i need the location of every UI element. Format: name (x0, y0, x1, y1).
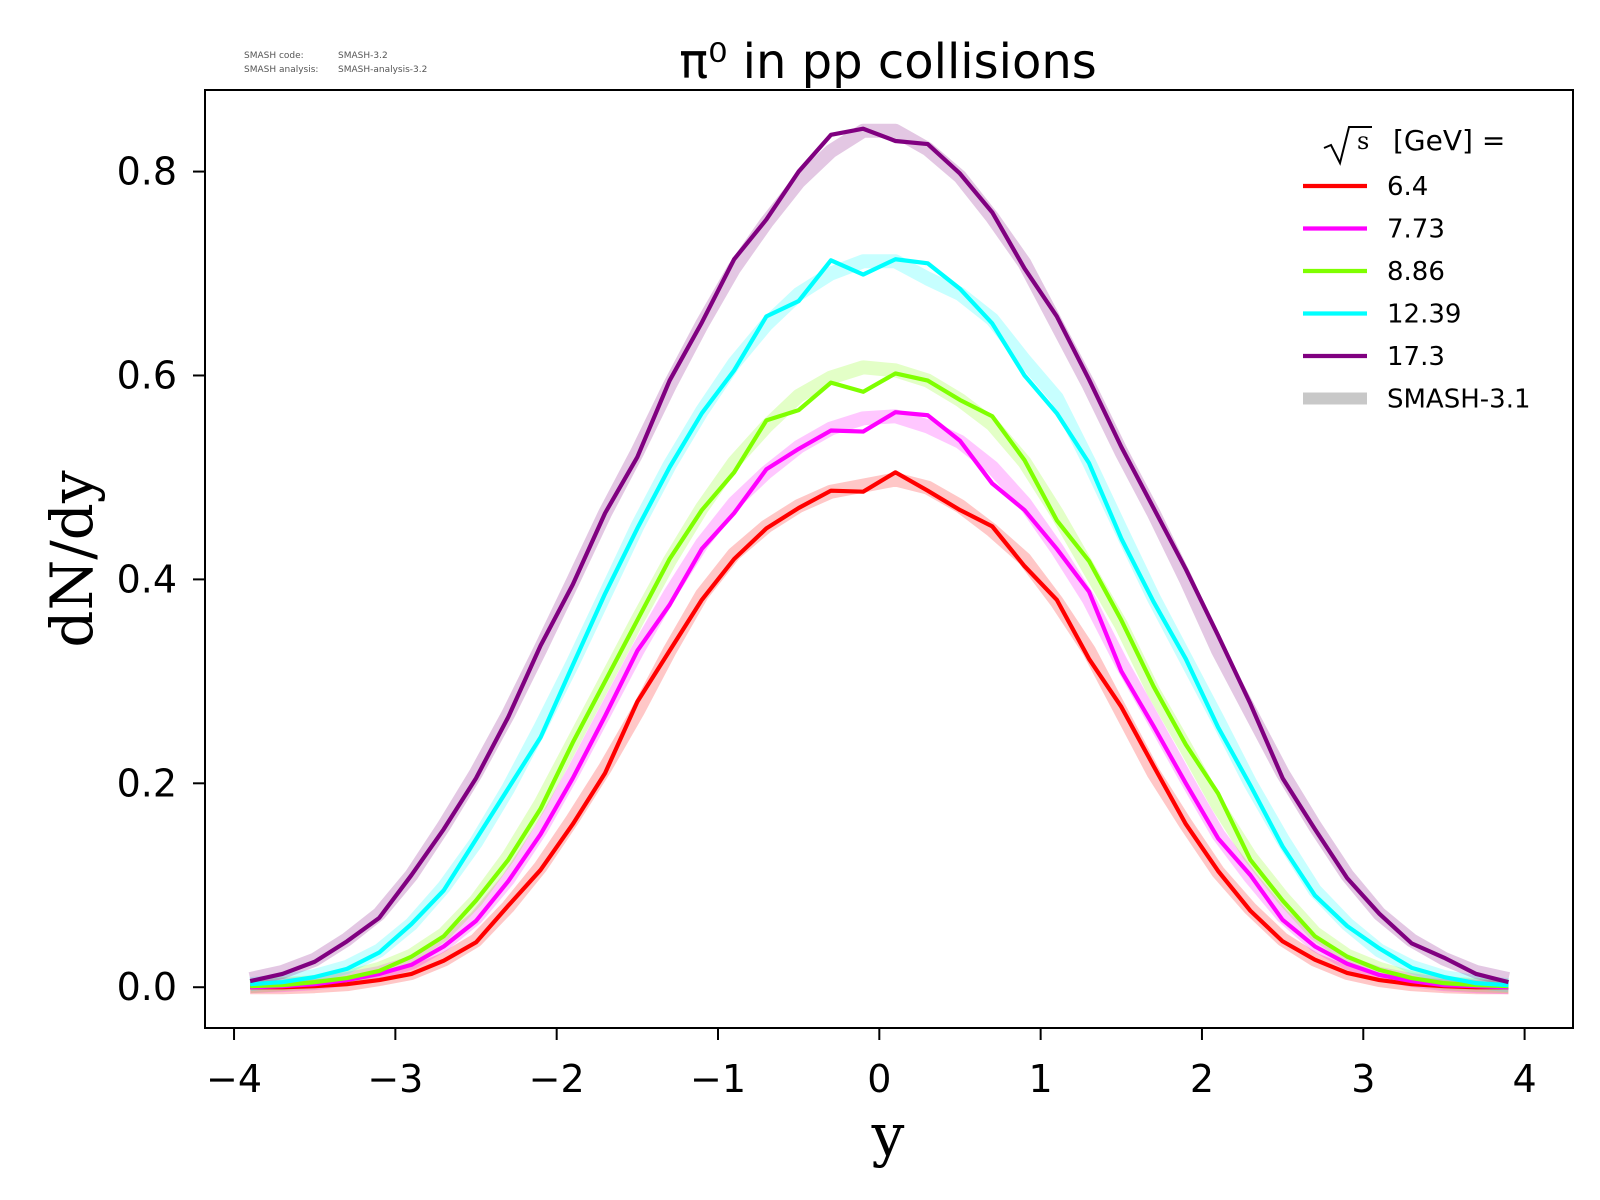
y-tick-label: 0.6 (117, 353, 177, 397)
legend-entries: 6.4 7.73 8.86 12.39 17.3 SMASH-3.1 (1303, 172, 1531, 415)
legend-label-8-86: 8.86 (1387, 257, 1445, 287)
y-tick-label: 0.8 (117, 150, 177, 194)
x-tick-label: 4 (1513, 1057, 1537, 1101)
x-tick-label: 1 (1029, 1057, 1053, 1101)
legend-label-17-3: 17.3 (1387, 342, 1445, 372)
smash-code-value: SMASH-3.2 (338, 51, 388, 61)
legend-label-6-4: 6.4 (1387, 172, 1428, 202)
smash-analysis-label: SMASH analysis: (244, 65, 318, 75)
y-axis-label: dN/dy (38, 470, 106, 648)
y-tick-label: 0.4 (117, 557, 177, 601)
x-tick-label: 3 (1351, 1057, 1375, 1101)
series-line-6-4 (250, 470, 1509, 990)
metadata-block: SMASH code: SMASH-3.2 SMASH analysis: SM… (244, 51, 427, 75)
x-tick-label: −3 (367, 1057, 423, 1101)
series-line-8-86 (250, 371, 1509, 989)
y-axis: 0.0 0.2 0.4 0.6 0.8 (117, 150, 205, 1009)
smash-analysis-value: SMASH-analysis-3.2 (338, 65, 427, 75)
legend-title: s [GeV] = (1323, 124, 1505, 166)
legend-label-reference: SMASH-3.1 (1387, 385, 1531, 415)
series-line-12-39 (250, 257, 1509, 988)
y-tick-label: 0.0 (117, 965, 177, 1009)
plot-frame (204, 89, 1574, 1029)
legend-title-text: [GeV] = (1393, 124, 1505, 157)
series-line-7-73 (250, 410, 1509, 990)
sqrt-symbol-icon (1323, 126, 1372, 166)
x-tick-label: 0 (867, 1057, 891, 1101)
x-axis: −4 −3 −2 −1 0 1 2 3 4 (206, 1028, 1537, 1101)
reference-band-17-3 (248, 123, 1510, 986)
legend-label-12-39: 12.39 (1387, 300, 1461, 330)
legend-label-7-73: 7.73 (1387, 215, 1445, 245)
series-line-17-3 (249, 126, 1509, 985)
plot-area (204, 89, 1574, 1029)
x-tick-label: 2 (1190, 1057, 1214, 1101)
legend-title-symbol-s: s (1357, 127, 1369, 155)
series-lines (249, 126, 1509, 990)
x-tick-label: −1 (690, 1057, 746, 1101)
smash-code-label: SMASH code: (244, 51, 304, 61)
x-axis-label: y (871, 1101, 905, 1169)
x-tick-label: −2 (529, 1057, 585, 1101)
x-tick-label: −4 (206, 1057, 262, 1101)
y-tick-label: 0.2 (117, 761, 177, 805)
chart-title: π⁰ in pp collisions (679, 34, 1097, 90)
legend: s [GeV] = 6.4 7.73 8.86 12.39 17.3 SMASH-3.1 (1303, 124, 1531, 415)
